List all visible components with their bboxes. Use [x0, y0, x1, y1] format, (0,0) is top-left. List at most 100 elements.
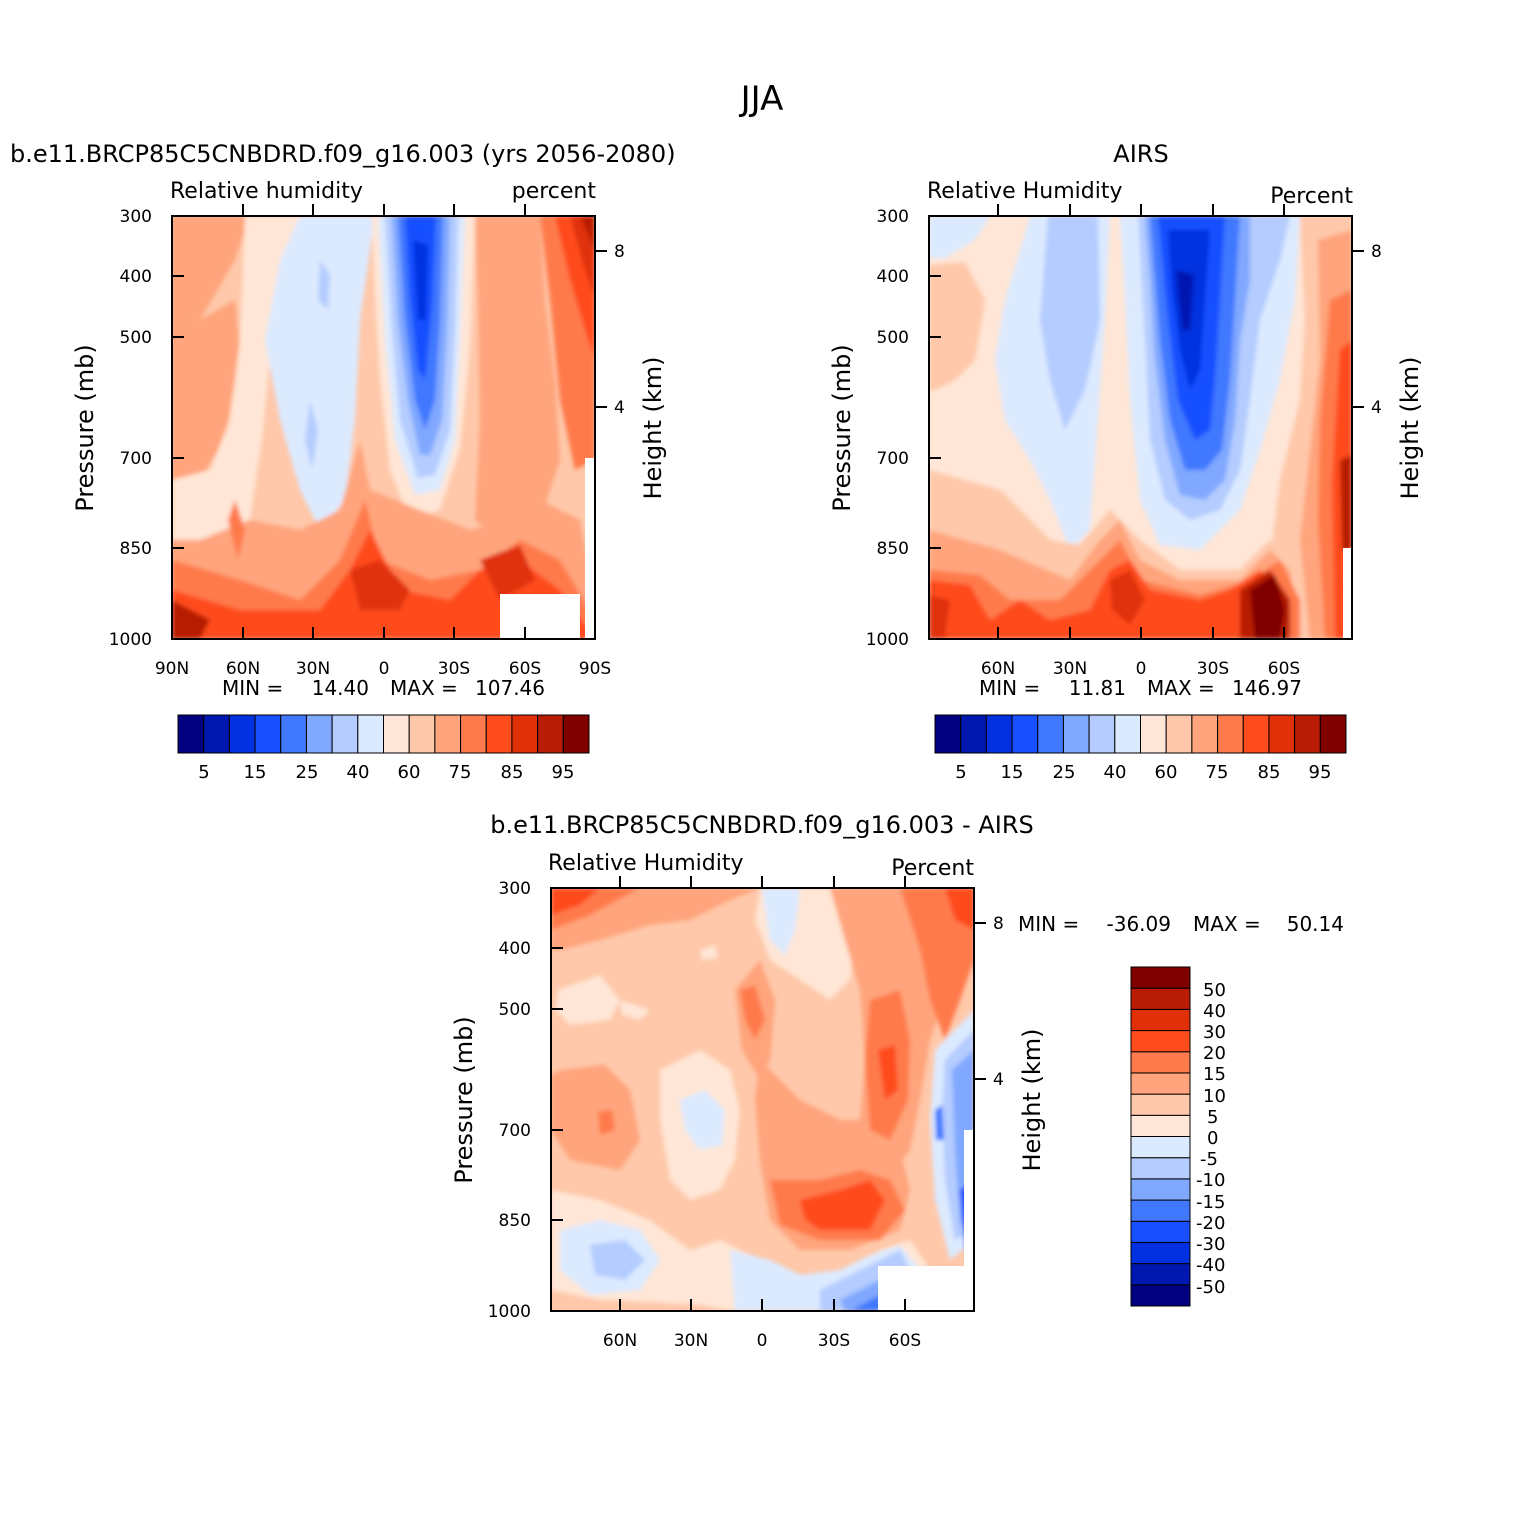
- panel-airs-y-right-ticks: 8 4: [1352, 242, 1382, 418]
- colorbar-swatch: [1130, 1008, 1191, 1032]
- colorbar-swatch: [1062, 714, 1090, 754]
- panel-model-ylabel-right: Height (km): [639, 357, 667, 500]
- colorbar-swatch: [1268, 714, 1296, 754]
- panel-diff-subtitle-right: Percent: [891, 856, 974, 881]
- panel-airs-colorbar-label: 95: [1309, 762, 1332, 783]
- panel-diff-colorbar-label: 15: [1203, 1064, 1226, 1085]
- panel-model-y-right-tick: 8: [614, 242, 625, 262]
- panel-airs-colorbar-label: 60: [1155, 762, 1178, 783]
- panel-airs-y-tick: 300: [877, 207, 909, 227]
- panel-airs-min-label: MIN =: [979, 676, 1040, 700]
- panel-airs-y-tick: 850: [877, 539, 909, 559]
- panel-diff-y-tick: 400: [499, 939, 531, 959]
- panel-model-x-tick: 60S: [509, 659, 541, 679]
- colorbar-swatch: [1140, 714, 1167, 754]
- colorbar-swatch: [934, 714, 962, 754]
- colorbar-swatch: [1130, 1157, 1191, 1180]
- colorbar-swatch: [1011, 714, 1039, 754]
- colorbar-swatch: [1130, 987, 1191, 1010]
- panel-diff-x-tick: 30S: [818, 1331, 850, 1351]
- panel-model-x-ticks: 90N 60N 30N 0 30S 60S 90S: [155, 204, 611, 679]
- colorbar-swatch: [960, 714, 987, 754]
- panel-model-x-tick: 90S: [579, 659, 611, 679]
- panel-diff-colorbar-label: 30: [1203, 1022, 1226, 1043]
- panel-model-y-right-ticks: 8 4: [595, 242, 625, 418]
- panel-model-min: 14.40: [312, 676, 369, 700]
- panel-airs-x-tick: 0: [1136, 659, 1147, 679]
- panel-diff-max: 50.14: [1287, 912, 1344, 936]
- colorbar-swatch: [1165, 714, 1193, 754]
- panel-model-max-label: MAX =: [390, 676, 458, 700]
- panel-model-y-ticks: 300 400 500 700 850 1000: [109, 207, 184, 650]
- panel-model-stats: MIN = 14.40 MAX = 107.46: [222, 676, 545, 700]
- panel-airs-ylabel-right: Height (km): [1396, 357, 1424, 500]
- colorbar-swatch: [562, 714, 590, 754]
- panel-diff-y-right-tick: 8: [993, 914, 1004, 934]
- panel-model-x-tick: 30N: [296, 659, 330, 679]
- panel-model-colorbar-label: 85: [501, 762, 524, 783]
- panel-diff-y-tick: 1000: [488, 1302, 531, 1322]
- panel-diff-stats: MIN = -36.09 MAX = 50.14: [1018, 912, 1344, 936]
- panel-diff-ylabel-right: Height (km): [1018, 1029, 1046, 1172]
- panel-airs-y-right-tick: 8: [1371, 242, 1382, 262]
- panel-model-field: [172, 216, 595, 639]
- panel-model-colorbar-label: 60: [398, 762, 421, 783]
- panel-diff-colorbar-label: 5: [1207, 1107, 1218, 1128]
- panel-diff-x-tick: 60S: [889, 1331, 921, 1351]
- colorbar-swatch: [280, 714, 307, 754]
- colorbar-swatch: [1130, 1093, 1191, 1116]
- colorbar-swatch: [1130, 1072, 1191, 1095]
- panel-model-x-tick: 60N: [226, 659, 260, 679]
- panel-model-y-tick: 400: [120, 267, 152, 287]
- panel-airs-x-tick: 30N: [1053, 659, 1087, 679]
- colorbar-swatch: [1130, 1241, 1191, 1265]
- panel-diff-title: b.e11.BRCP85C5CNBDRD.f09_g16.003 - AIRS: [490, 811, 1034, 839]
- panel-airs-y-right-tick: 4: [1371, 398, 1382, 418]
- colorbar-swatch: [1130, 1136, 1191, 1159]
- panel-diff-min: -36.09: [1107, 912, 1171, 936]
- colorbar-swatch: [537, 714, 564, 754]
- panel-model-subtitle-left: Relative humidity: [170, 179, 363, 204]
- panel-diff-subtitle-left: Relative Humidity: [548, 851, 743, 876]
- panel-model-colorbar: 5 15 25 40 60 75 85 95: [177, 714, 590, 783]
- panel-airs-colorbar-label: 15: [1001, 762, 1024, 783]
- panel-airs-x-ticks: 60N 30N 0 30S 60S: [981, 204, 1300, 679]
- colorbar-swatch: [485, 714, 513, 754]
- panel-diff-colorbar-label: -20: [1196, 1213, 1225, 1234]
- colorbar-swatch: [985, 714, 1013, 754]
- panel-model: b.e11.BRCP85C5CNBDRD.f09_g16.003 (yrs 20…: [10, 140, 676, 783]
- panel-diff-colorbar: 50 40 30 20 15 10 5 0 -5 -10 -15 -20 -30…: [1130, 966, 1226, 1307]
- panel-diff-y-right-tick: 4: [993, 1070, 1004, 1090]
- panel-diff: b.e11.BRCP85C5CNBDRD.f09_g16.003 - AIRS …: [450, 811, 1344, 1351]
- panel-model-max: 107.46: [475, 676, 545, 700]
- colorbar-swatch: [1191, 714, 1219, 754]
- figure-title: JJA: [739, 79, 784, 119]
- colorbar-swatch: [331, 714, 359, 754]
- panel-diff-colorbar-label: 20: [1203, 1043, 1226, 1064]
- panel-airs-colorbar-label: 25: [1053, 762, 1076, 783]
- panel-airs-colorbar: 5 15 25 40 60 75 85 95: [934, 714, 1347, 783]
- colorbar-swatch: [1319, 714, 1347, 754]
- panel-diff-y-right-ticks: 8 4: [974, 914, 1004, 1090]
- colorbar-swatch: [1130, 1284, 1191, 1307]
- panel-airs-subtitle-left: Relative Humidity: [927, 179, 1122, 204]
- panel-diff-colorbar-label: -50: [1196, 1277, 1225, 1298]
- panel-diff-y-tick: 500: [499, 1000, 531, 1020]
- colorbar-swatch: [1130, 1199, 1191, 1222]
- colorbar-swatch: [1037, 714, 1064, 754]
- panel-diff-y-ticks: 300 400 500 700 850 1000: [488, 879, 563, 1322]
- panel-model-ylabel: Pressure (mb): [71, 344, 99, 511]
- panel-diff-y-tick: 700: [499, 1121, 531, 1141]
- panel-airs-min: 11.81: [1069, 676, 1126, 700]
- panel-airs-max: 146.97: [1232, 676, 1302, 700]
- colorbar-swatch: [203, 714, 230, 754]
- colorbar-swatch: [254, 714, 282, 754]
- colorbar-swatch: [460, 714, 487, 754]
- panel-model-colorbar-label: 40: [347, 762, 370, 783]
- panel-airs-y-tick: 400: [877, 267, 909, 287]
- panel-model-colorbar-label: 95: [552, 762, 575, 783]
- panel-model-x-tick: 30S: [438, 659, 470, 679]
- panel-diff-colorbar-label: 10: [1203, 1086, 1226, 1107]
- panel-airs-colorbar-label: 85: [1258, 762, 1281, 783]
